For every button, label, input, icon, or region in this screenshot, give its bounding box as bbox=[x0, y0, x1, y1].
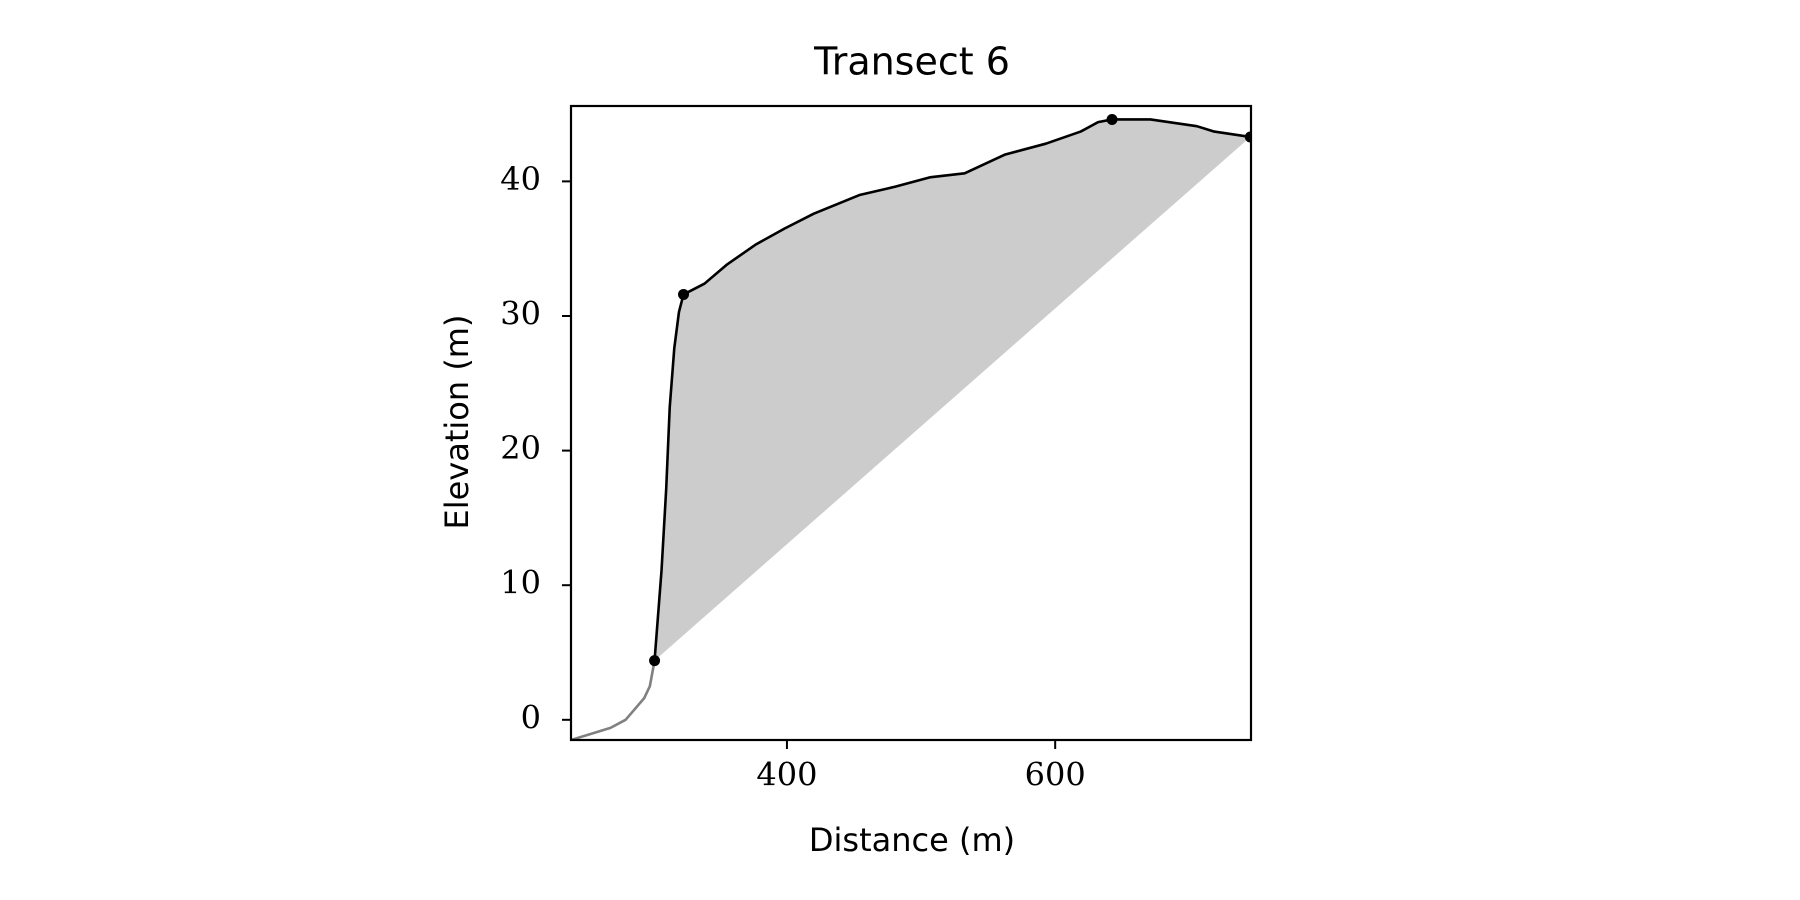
chart-title: Transect 6 bbox=[813, 40, 1010, 84]
plot-area bbox=[571, 113, 1251, 740]
shaded-area bbox=[654, 119, 1251, 661]
x-tick-label: 400 bbox=[756, 756, 817, 794]
y-tick-label: 10 bbox=[500, 564, 541, 602]
x-axis-label: Distance (m) bbox=[809, 821, 1015, 859]
profile-line bbox=[571, 660, 656, 740]
y-axis-label: Elevation (m) bbox=[438, 315, 476, 530]
x-tick-label: 600 bbox=[1025, 756, 1086, 794]
plot-frame bbox=[569, 104, 1253, 742]
marker-point bbox=[649, 655, 661, 667]
marker-point bbox=[678, 288, 690, 300]
marker-point bbox=[1244, 131, 1251, 143]
marker-point bbox=[1106, 113, 1118, 125]
y-tick-label: 0 bbox=[521, 698, 541, 736]
y-tick-label: 20 bbox=[500, 429, 541, 467]
y-tick-label: 40 bbox=[500, 160, 541, 198]
y-tick-label: 30 bbox=[500, 294, 541, 332]
